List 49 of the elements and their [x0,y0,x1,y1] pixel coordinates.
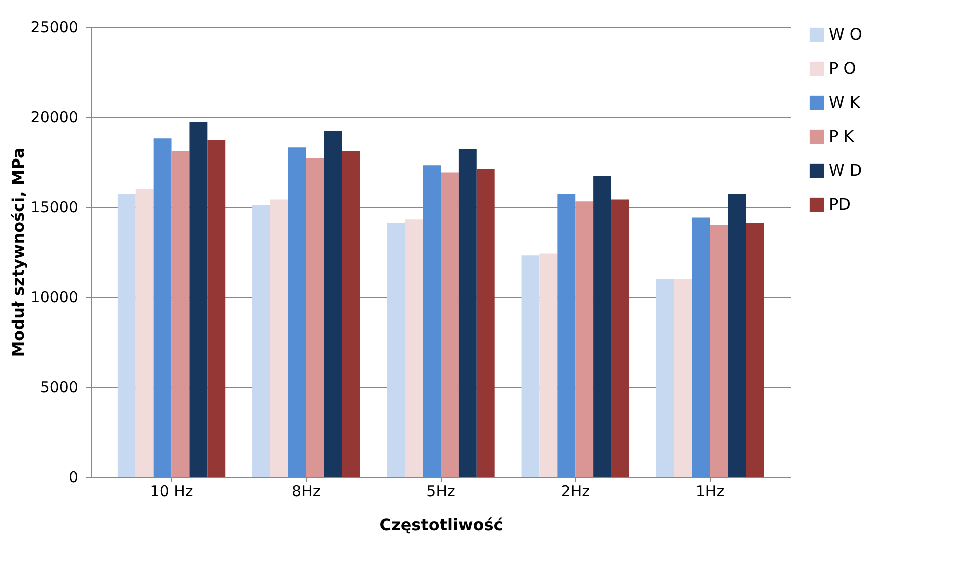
bar [387,223,406,477]
bar [190,122,208,477]
y-tick-label: 15000 [30,198,78,216]
bar [154,138,172,477]
bar [746,223,764,477]
x-tick-label: 1Hz [696,482,725,500]
bar [270,200,288,477]
bar [522,256,540,477]
bar [576,202,594,477]
bar [594,176,612,477]
legend-label: W O [829,25,862,44]
bar [118,194,136,477]
x-axis-title: Częstotliwość [380,516,504,534]
bar [728,194,746,477]
x-tick-label: 8Hz [292,482,321,500]
bar [172,151,190,477]
x-tick-label: 2Hz [561,482,590,500]
legend-label: W K [829,93,861,112]
legend-label: P O [829,59,856,78]
bar [306,158,324,477]
legend-label: P K [829,127,855,146]
bar [324,131,342,477]
bar [423,166,441,477]
bar [476,169,495,477]
bar [710,225,728,477]
legend-label: W D [829,161,862,180]
bar [674,279,692,477]
x-tick-label: 10 Hz [150,482,194,500]
y-axis-title: Moduł sztywności, MPa [8,148,28,358]
bar [692,218,710,477]
y-tick-label: 5000 [40,378,78,396]
y-tick-label: 20000 [30,108,78,126]
bar [540,254,558,477]
bar [342,151,360,477]
bar [136,189,154,477]
y-tick-label: 25000 [30,18,78,36]
bar [441,172,459,477]
x-tick-label: 5Hz [426,482,456,500]
y-tick-label: 10000 [30,288,78,306]
bar [288,148,306,477]
y-tick-label: 0 [68,468,78,486]
bar [252,205,270,477]
bar [656,279,674,477]
bar [405,220,424,477]
bar [558,194,576,477]
bar [458,149,477,477]
bar [612,200,630,477]
legend-label: PD [829,195,851,214]
bar [208,140,226,477]
